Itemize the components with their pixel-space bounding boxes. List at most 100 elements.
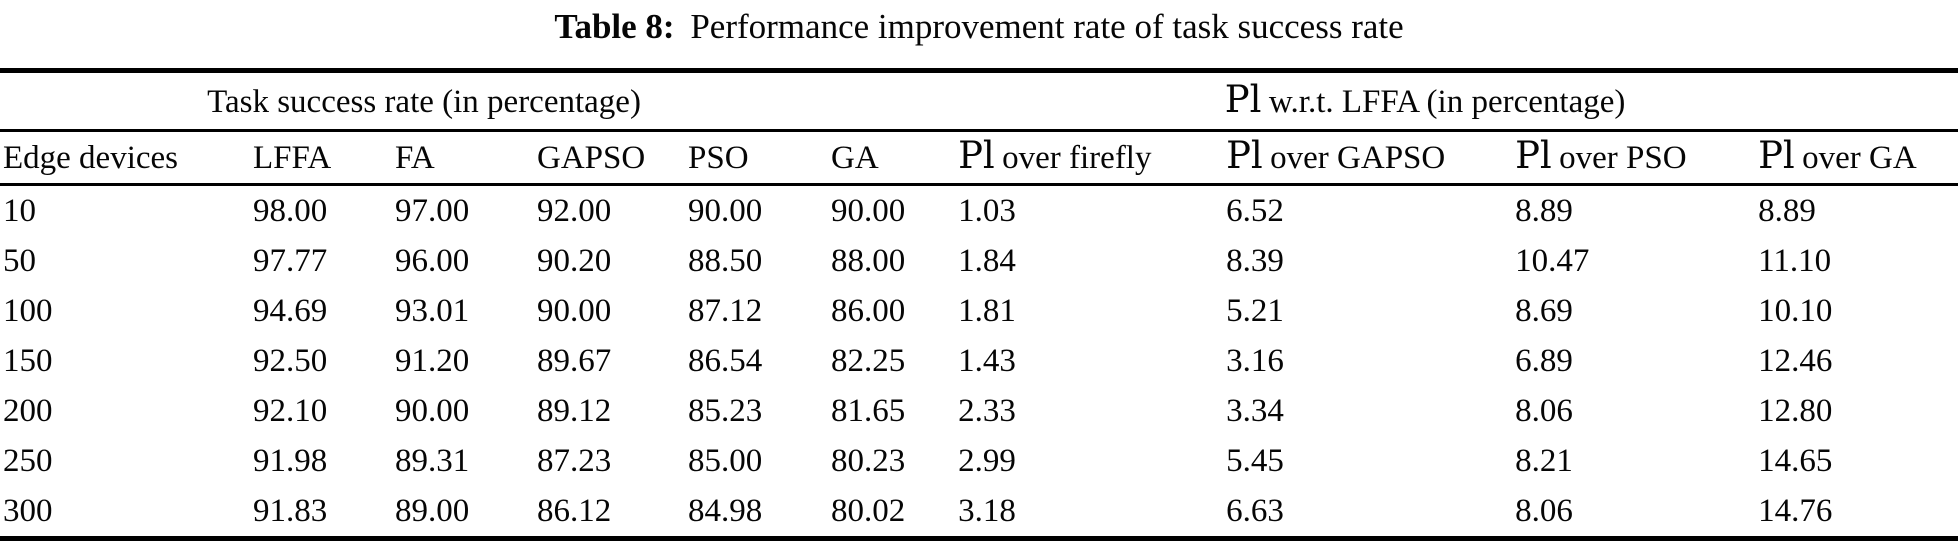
pl-symbol: Pl xyxy=(1224,77,1262,121)
cell-pl-over-firefly: 3.18 xyxy=(958,492,1016,529)
pl-symbol: Pl xyxy=(958,134,995,177)
table-row: 10 98.00 97.00 92.00 90.00 90.00 1.03 6.… xyxy=(0,185,1958,237)
cell-pl-over-pso: 8.69 xyxy=(1515,292,1573,329)
cell-edge-devices: 250 xyxy=(3,442,53,479)
cell-fa: 89.00 xyxy=(395,492,470,529)
cell-pl-over-gapso: 5.21 xyxy=(1226,292,1284,329)
cell-pl-over-gapso: 3.34 xyxy=(1226,392,1284,429)
cell-ga: 80.23 xyxy=(831,442,906,479)
cell-pl-over-pso: 8.06 xyxy=(1515,492,1573,529)
caption-text: Performance improvement rate of task suc… xyxy=(690,7,1404,46)
cell-gapso: 87.23 xyxy=(537,442,612,479)
cell-pso: 88.50 xyxy=(688,242,763,279)
cell-pl-over-pso: 10.47 xyxy=(1515,242,1590,279)
table-row: 150 92.50 91.20 89.67 86.54 82.25 1.43 3… xyxy=(0,336,1958,386)
cell-gapso: 90.20 xyxy=(537,242,612,279)
cell-pl-over-ga: 12.46 xyxy=(1758,342,1833,379)
cell-fa: 97.00 xyxy=(395,192,470,229)
cell-pso: 85.00 xyxy=(688,442,763,479)
cell-lffa: 98.00 xyxy=(253,192,328,229)
cell-pso: 85.23 xyxy=(688,392,763,429)
table-row: 100 94.69 93.01 90.00 87.12 86.00 1.81 5… xyxy=(0,286,1958,336)
table-caption: Table 8: Performance improvement rate of… xyxy=(0,0,1958,68)
cell-fa: 93.01 xyxy=(395,292,470,329)
cell-gapso: 90.00 xyxy=(537,292,612,329)
table-row: 300 91.83 89.00 86.12 84.98 80.02 3.18 6… xyxy=(0,486,1958,539)
cell-lffa: 91.83 xyxy=(253,492,328,529)
column-header-lffa: LFFA xyxy=(253,130,395,186)
pl-symbol: Pl xyxy=(1226,134,1263,177)
cell-edge-devices: 300 xyxy=(3,492,53,529)
column-header-row: Edge devices LFFA FA GAPSO PSO GA Pl over… xyxy=(0,130,1958,186)
cell-lffa: 92.50 xyxy=(253,342,328,379)
results-table: Task success rate (in percentage) Pl w.r.… xyxy=(0,68,1958,541)
cell-pl-over-firefly: 1.81 xyxy=(958,292,1016,329)
cell-pl-over-pso: 8.89 xyxy=(1515,192,1573,229)
cell-lffa: 91.98 xyxy=(253,442,328,479)
table-row: 50 97.77 96.00 90.20 88.50 88.00 1.84 8.… xyxy=(0,236,1958,286)
group-header-task-success-rate: Task success rate (in percentage) xyxy=(0,70,959,132)
cell-lffa: 97.77 xyxy=(253,242,328,279)
column-header-pl-over-pso: Pl over PSO xyxy=(1515,130,1759,186)
cell-pl-over-ga: 14.65 xyxy=(1758,442,1833,479)
cell-pl-over-ga: 14.76 xyxy=(1758,492,1833,529)
cell-pso: 86.54 xyxy=(688,342,763,379)
cell-pl-over-ga: 11.10 xyxy=(1758,242,1832,279)
cell-edge-devices: 50 xyxy=(3,242,36,279)
cell-ga: 88.00 xyxy=(831,242,906,279)
cell-pl-over-firefly: 1.03 xyxy=(958,192,1016,229)
table-row: 250 91.98 89.31 87.23 85.00 80.23 2.99 5… xyxy=(0,436,1958,486)
cell-edge-devices: 150 xyxy=(3,342,53,379)
cell-fa: 91.20 xyxy=(395,342,470,379)
cell-gapso: 89.12 xyxy=(537,392,612,429)
table-row: 200 92.10 90.00 89.12 85.23 81.65 2.33 3… xyxy=(0,386,1958,436)
column-header-fa: FA xyxy=(395,130,537,186)
column-header-ga: GA xyxy=(831,130,959,186)
cell-pl-over-firefly: 2.99 xyxy=(958,442,1016,479)
cell-ga: 82.25 xyxy=(831,342,906,379)
caption-number: Table 8: xyxy=(554,7,675,46)
pl-symbol: Pl xyxy=(1515,134,1552,177)
cell-ga: 90.00 xyxy=(831,192,906,229)
cell-pl-over-gapso: 6.63 xyxy=(1226,492,1284,529)
cell-fa: 89.31 xyxy=(395,442,470,479)
column-header-pl-over-gapso: Pl over GAPSO xyxy=(1226,130,1516,186)
cell-pl-over-ga: 12.80 xyxy=(1758,392,1833,429)
cell-pl-over-gapso: 3.16 xyxy=(1226,342,1284,379)
group-header-row: Task success rate (in percentage) Pl w.r.… xyxy=(0,70,1958,132)
cell-fa: 96.00 xyxy=(395,242,470,279)
cell-pso: 90.00 xyxy=(688,192,763,229)
cell-pso: 84.98 xyxy=(688,492,763,529)
group-header-label: w.r.t. LFFA (in percentage) xyxy=(1268,83,1626,120)
column-header-pl-over-ga: Pl over GA xyxy=(1758,130,1958,186)
cell-gapso: 92.00 xyxy=(537,192,612,229)
cell-pl-over-ga: 8.89 xyxy=(1758,192,1816,229)
group-header-label: Task success rate (in percentage) xyxy=(207,83,641,120)
cell-pl-over-firefly: 1.43 xyxy=(958,342,1016,379)
cell-pl-over-pso: 8.21 xyxy=(1515,442,1573,479)
cell-edge-devices: 100 xyxy=(3,292,53,329)
pl-symbol: Pl xyxy=(1758,134,1795,177)
cell-pl-over-firefly: 1.84 xyxy=(958,242,1016,279)
cell-fa: 90.00 xyxy=(395,392,470,429)
cell-edge-devices: 200 xyxy=(3,392,53,429)
cell-pl-over-pso: 8.06 xyxy=(1515,392,1573,429)
cell-ga: 80.02 xyxy=(831,492,906,529)
cell-lffa: 94.69 xyxy=(253,292,328,329)
cell-pl-over-gapso: 6.52 xyxy=(1226,192,1284,229)
cell-pl-over-pso: 6.89 xyxy=(1515,342,1573,379)
cell-edge-devices: 10 xyxy=(3,192,36,229)
column-header-gapso: GAPSO xyxy=(537,130,688,186)
cell-ga: 81.65 xyxy=(831,392,906,429)
column-header-edge-devices: Edge devices xyxy=(0,130,253,186)
cell-pl-over-gapso: 5.45 xyxy=(1226,442,1284,479)
cell-ga: 86.00 xyxy=(831,292,906,329)
cell-gapso: 89.67 xyxy=(537,342,612,379)
column-header-pl-over-firefly: Pl over firefly xyxy=(958,130,1227,186)
column-header-pso: PSO xyxy=(688,130,831,186)
group-header-pl-wrt-lffa: Pl w.r.t. LFFA (in percentage) xyxy=(958,70,1958,132)
cell-gapso: 86.12 xyxy=(537,492,612,529)
cell-pso: 87.12 xyxy=(688,292,763,329)
cell-pl-over-firefly: 2.33 xyxy=(958,392,1016,429)
cell-pl-over-ga: 10.10 xyxy=(1758,292,1833,329)
